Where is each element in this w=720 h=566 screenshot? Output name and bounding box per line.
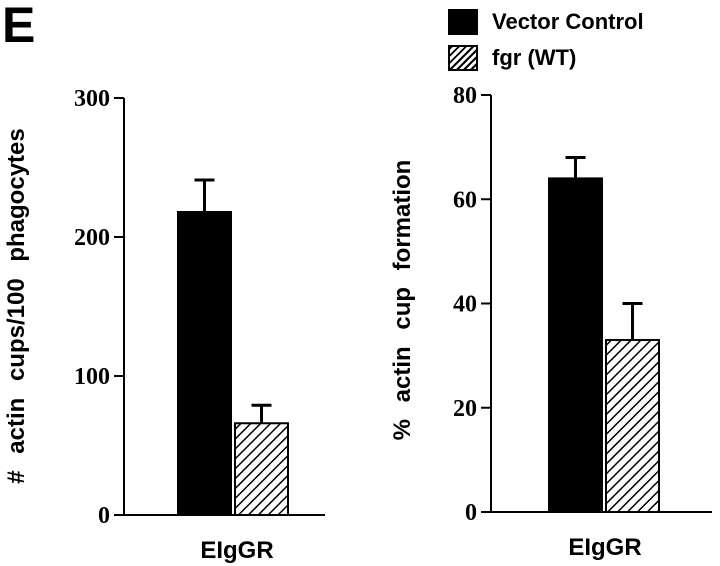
legend: Vector Control fgr (WT) bbox=[448, 4, 644, 76]
y-tick-label: 200 bbox=[74, 225, 110, 251]
bar-fgr-wt bbox=[605, 338, 660, 513]
y-axis-label: # actin cups/100 phagocytes bbox=[3, 128, 30, 483]
legend-label: fgr (WT) bbox=[492, 45, 577, 70]
bar-vector-control bbox=[177, 210, 232, 516]
legend-label: Vector Control bbox=[492, 9, 644, 34]
y-tick-label: 20 bbox=[453, 396, 477, 422]
legend-item-fgr-wt: fgr (WT) bbox=[448, 40, 644, 76]
y-tick-label: 100 bbox=[74, 364, 110, 390]
y-axis-label: % actin cup formation bbox=[389, 160, 416, 441]
bar-vector-control bbox=[548, 177, 603, 513]
y-tick-label: 0 bbox=[98, 503, 110, 529]
panel-letter: E bbox=[2, 0, 36, 53]
y-tick-label: 40 bbox=[453, 292, 477, 318]
y-tick-label: 300 bbox=[74, 86, 110, 112]
y-tick-label: 60 bbox=[453, 187, 477, 213]
legend-swatch-hatched bbox=[448, 45, 478, 71]
y-tick-label: 0 bbox=[465, 500, 477, 526]
x-axis-label: EIgGR bbox=[200, 537, 273, 564]
y-tick-label: 80 bbox=[453, 83, 477, 109]
x-axis-label: EIgGR bbox=[568, 534, 641, 561]
bar-fgr-wt bbox=[234, 422, 289, 517]
legend-item-vector-control: Vector Control bbox=[448, 4, 644, 40]
legend-swatch-solid bbox=[448, 9, 478, 35]
